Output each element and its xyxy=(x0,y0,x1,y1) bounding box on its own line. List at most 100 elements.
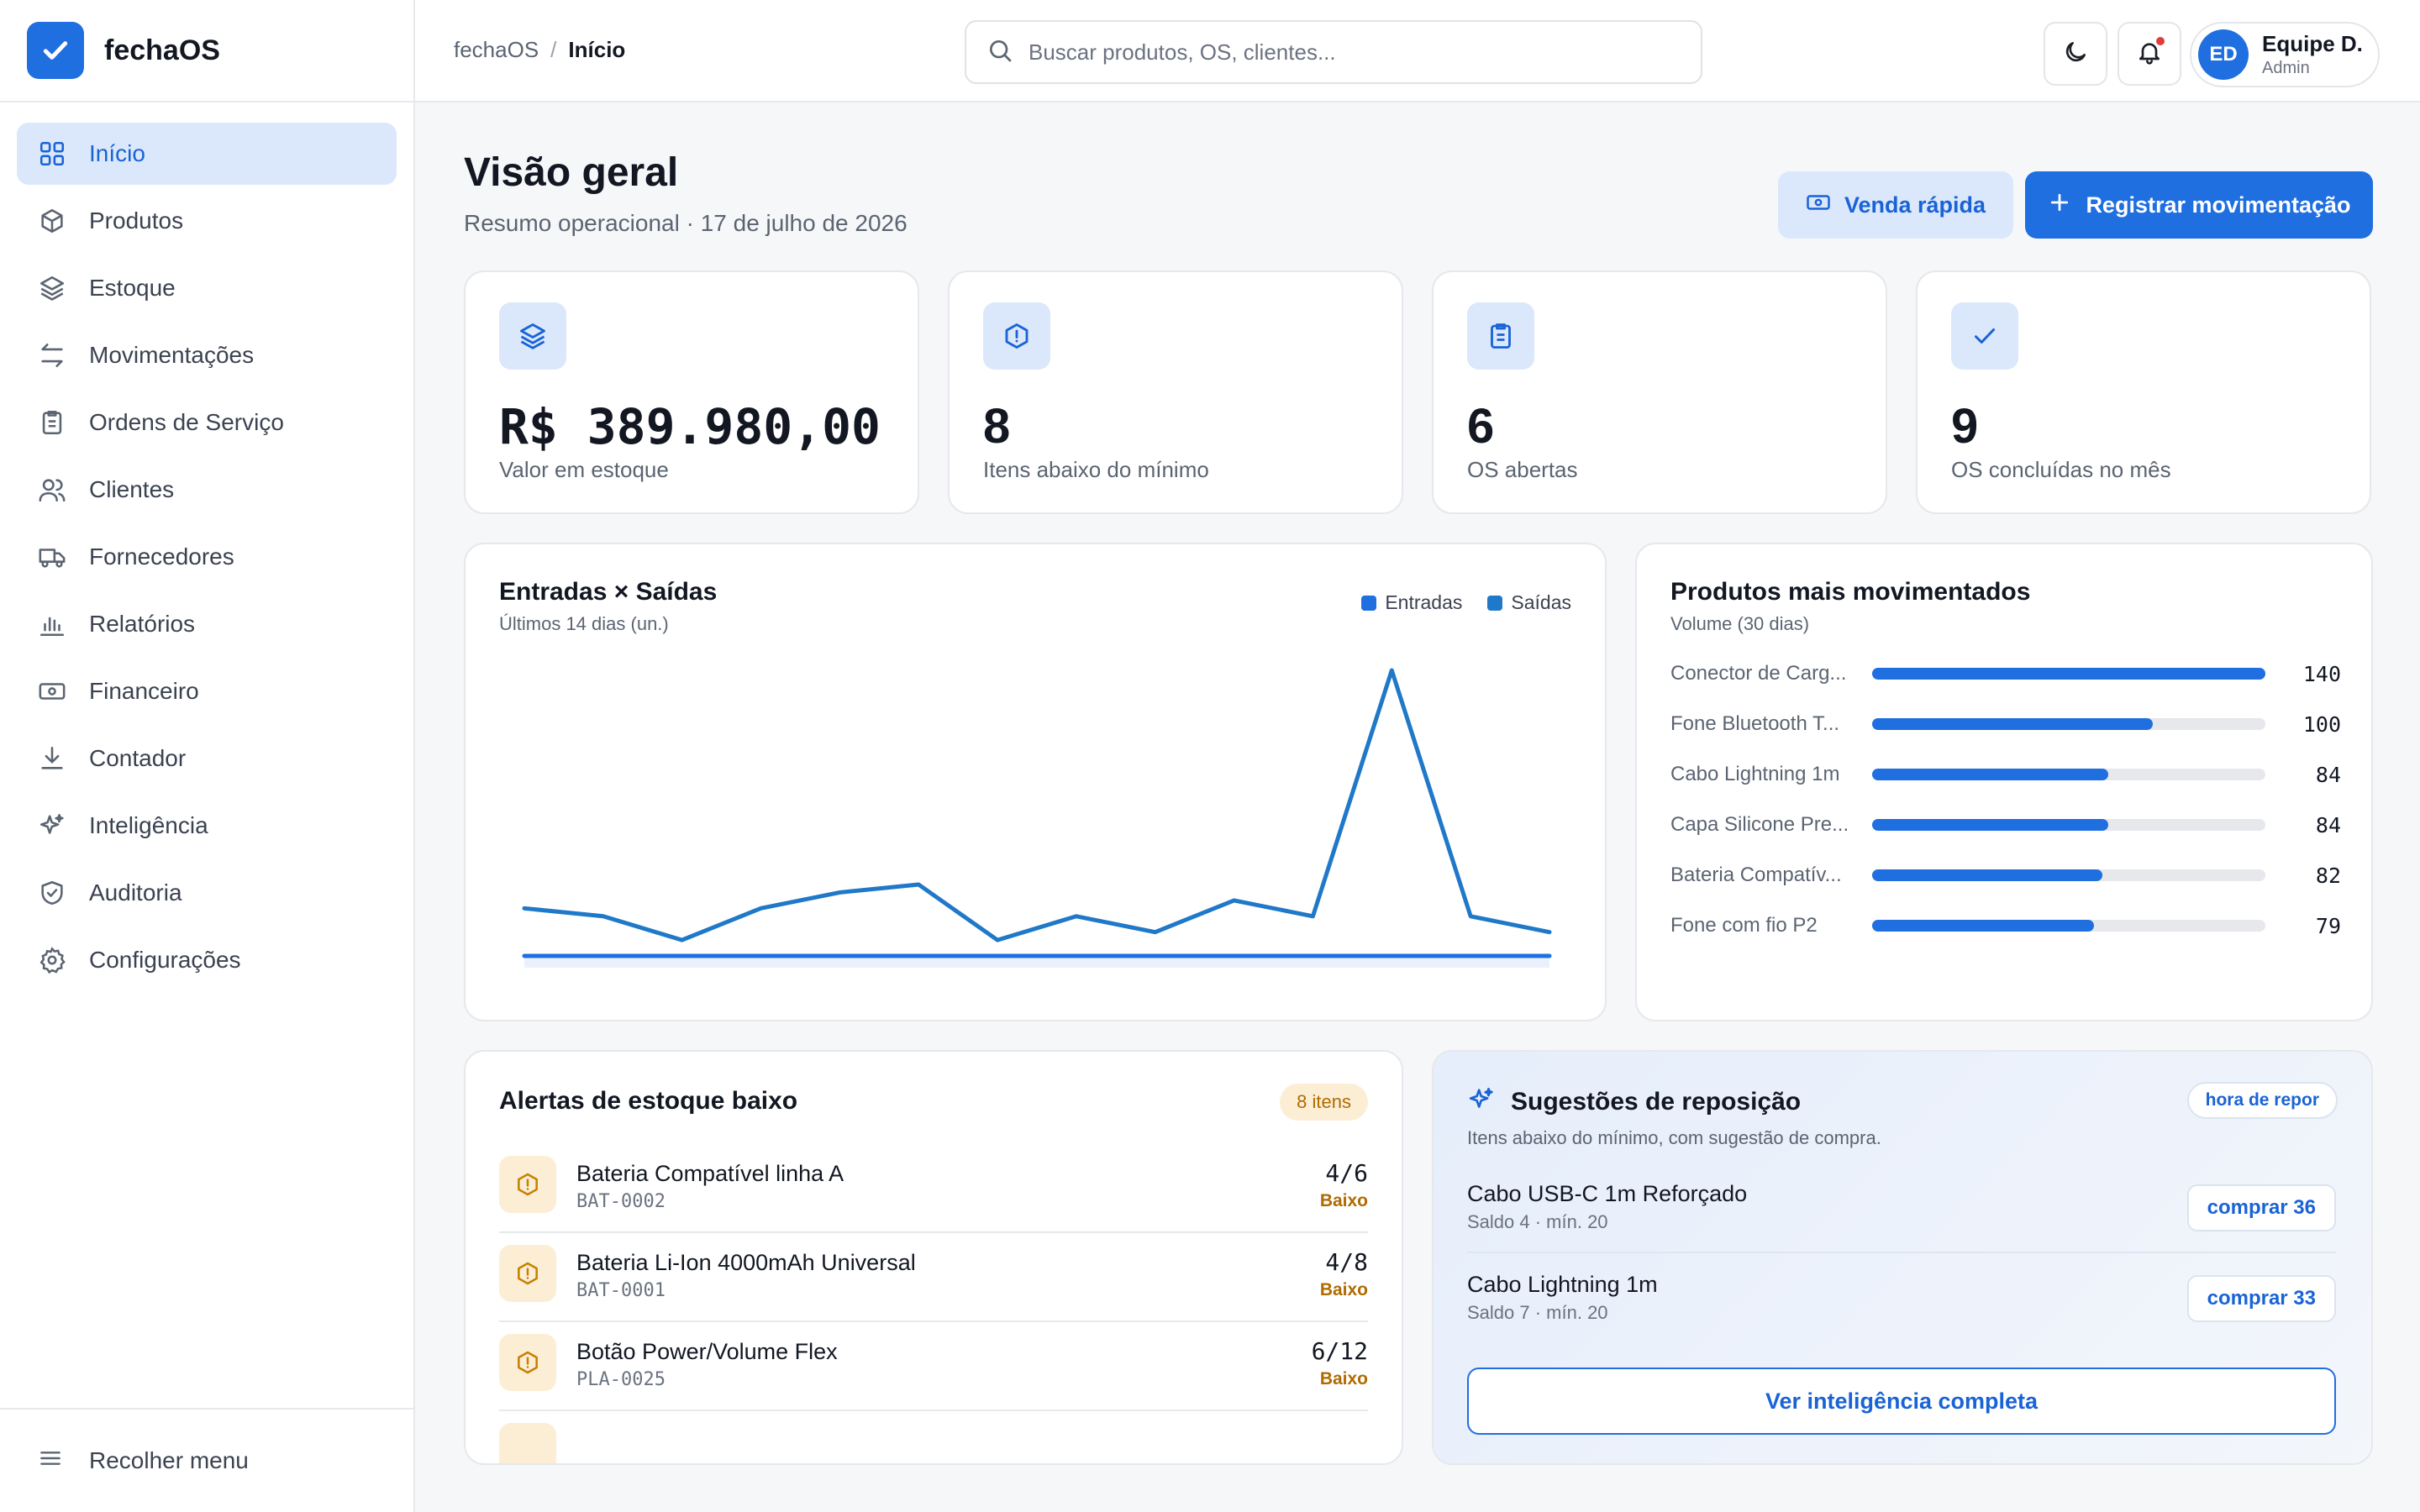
list-item[interactable]: Bateria Compatível linha A BAT-0002 4/6 … xyxy=(499,1144,1368,1233)
page-title: Visão geral xyxy=(464,150,679,195)
sidebar-item-label: Inteligência xyxy=(89,812,208,838)
sidebar-item-produtos[interactable]: Produtos xyxy=(17,190,397,252)
sidebar-item-label: Ordens de Serviço xyxy=(89,409,284,435)
legend-label: Entradas xyxy=(1385,591,1463,613)
sidebar-item-label: Movimentações xyxy=(89,342,255,368)
alert-item-qty: 4/8 xyxy=(1325,1248,1368,1276)
kpi-card-stock-value: R$ 389.980,00 Valor em estoque xyxy=(464,270,919,514)
bar-label: Fone Bluetooth T... xyxy=(1670,712,1840,735)
bar-track xyxy=(1872,668,2265,680)
view-intelligence-button[interactable]: Ver inteligência completa xyxy=(1467,1368,2336,1435)
sidebar-item-clientes[interactable]: Clientes xyxy=(17,459,397,521)
sidebar: fechaOS Início Produtos Estoque Moviment… xyxy=(0,0,415,1512)
sidebar-item-ordens-de-servico[interactable]: Ordens de Serviço xyxy=(17,391,397,454)
grid-icon xyxy=(37,139,67,169)
notifications-button[interactable] xyxy=(2118,22,2181,86)
plus-icon xyxy=(2047,190,2086,221)
sidebar-item-label: Financeiro xyxy=(89,678,199,704)
collapse-menu-label: Recolher menu xyxy=(89,1447,249,1473)
legend-swatch xyxy=(1361,595,1377,611)
bar-row: Conector de Carg... 140 xyxy=(1670,657,2341,690)
bar-track xyxy=(1872,920,2265,932)
bar-track xyxy=(1872,869,2265,881)
legend-label: Saídas xyxy=(1511,591,1571,613)
search-input[interactable] xyxy=(1028,39,1667,66)
box-icon xyxy=(37,206,67,236)
notification-dot xyxy=(2156,37,2165,45)
brand-name: fechaOS xyxy=(104,34,220,66)
register-movement-button[interactable]: Registrar movimentação xyxy=(2025,171,2373,239)
theme-toggle-button[interactable] xyxy=(2044,22,2107,86)
sidebar-item-label: Relatórios xyxy=(89,611,196,637)
clipboard-icon xyxy=(37,407,67,438)
user-name: Equipe D. xyxy=(2262,31,2363,56)
sidebar-item-financeiro[interactable]: Financeiro xyxy=(17,660,397,722)
buy-button[interactable]: comprar 33 xyxy=(2186,1275,2336,1322)
bar-label: Cabo Lightning 1m xyxy=(1670,763,1840,785)
sidebar-item-inicio[interactable]: Início xyxy=(17,123,397,185)
alert-item-status: Baixo xyxy=(1319,1369,1368,1389)
kpi-label: Valor em estoque xyxy=(499,457,669,482)
search-box[interactable] xyxy=(965,20,1702,84)
search-icon xyxy=(986,37,1013,68)
kpi-value: 8 xyxy=(983,399,1011,454)
sidebar-item-auditoria[interactable]: Auditoria xyxy=(17,862,397,924)
sidebar-item-configuracoes[interactable]: Configurações xyxy=(17,929,397,991)
list-item: Cabo Lightning 1m Saldo 7 · mín. 20 comp… xyxy=(1467,1255,2336,1344)
register-movement-label: Registrar movimentação xyxy=(2086,192,2351,218)
users-icon xyxy=(37,475,67,505)
low-stock-card: Alertas de estoque baixo 8 itens Bateria… xyxy=(464,1050,1403,1465)
brand[interactable]: fechaOS xyxy=(0,0,413,102)
sidebar-item-movimentacoes[interactable]: Movimentações xyxy=(17,324,397,386)
kpi-label: Itens abaixo do mínimo xyxy=(983,457,1209,482)
breadcrumb-root[interactable]: fechaOS xyxy=(454,37,539,62)
clipboard-icon xyxy=(1467,302,1534,370)
buy-button[interactable]: comprar 36 xyxy=(2186,1184,2336,1231)
alert-item-status: Baixo xyxy=(1319,1191,1368,1210)
bar-fill xyxy=(1872,668,2265,680)
quick-sale-button[interactable]: Venda rápida xyxy=(1778,171,2013,239)
top-products-title: Produtos mais movimentados xyxy=(1670,578,2031,606)
bar-row: Fone com fio P2 79 xyxy=(1670,909,2341,942)
list-item[interactable]: Bateria Li-Ion 4000mAh Universal BAT-000… xyxy=(499,1233,1368,1322)
suggestion-item-name: Cabo Lightning 1m xyxy=(1467,1272,1658,1297)
sidebar-item-estoque[interactable]: Estoque xyxy=(17,257,397,319)
kpi-value: R$ 389.980,00 xyxy=(499,398,881,455)
user-menu[interactable]: ED Equipe D. Admin xyxy=(2190,22,2380,87)
kpi-value: 9 xyxy=(1951,399,1979,454)
sidebar-item-contador[interactable]: Contador xyxy=(17,727,397,790)
layers-icon xyxy=(499,302,566,370)
bar-fill xyxy=(1872,869,2103,881)
kpi-card-completed-orders: 9 OS concluídas no mês xyxy=(1916,270,2371,514)
sidebar-item-label: Fornecedores xyxy=(89,543,234,570)
series-line-sadas xyxy=(522,668,1552,942)
bar-label: Fone com fio P2 xyxy=(1670,914,1818,937)
sidebar-nav: Início Produtos Estoque Movimentações Or… xyxy=(0,102,413,1016)
bar-label: Bateria Compatív... xyxy=(1670,864,1842,886)
bar-fill xyxy=(1872,769,2108,780)
list-item-partial[interactable] xyxy=(499,1411,1368,1463)
list-item[interactable]: Botão Power/Volume Flex PLA-0025 6/12 Ba… xyxy=(499,1322,1368,1411)
suggestions-title: Sugestões de reposição xyxy=(1511,1087,1802,1116)
quick-sale-label: Venda rápida xyxy=(1844,192,1986,218)
alert-item-status: Baixo xyxy=(1319,1280,1368,1299)
sidebar-item-relatorios[interactable]: Relatórios xyxy=(17,593,397,655)
sidebar-item-fornecedores[interactable]: Fornecedores xyxy=(17,526,397,588)
sidebar-item-inteligencia[interactable]: Inteligência xyxy=(17,795,397,857)
collapse-menu-button[interactable]: Recolher menu xyxy=(0,1408,413,1512)
flow-chart-title: Entradas × Saídas xyxy=(499,578,718,606)
legend-item-entradas: Entradas xyxy=(1361,591,1462,614)
menu-icon xyxy=(37,1445,67,1478)
suggestions-subtitle: Itens abaixo do mínimo, com sugestão de … xyxy=(1467,1127,1881,1148)
line-chart xyxy=(522,668,1552,968)
top-products-subtitle: Volume (30 dias) xyxy=(1670,613,1810,634)
sidebar-item-label: Contador xyxy=(89,745,187,771)
low-stock-title: Alertas de estoque baixo xyxy=(499,1087,798,1115)
alert-item-sku: BAT-0002 xyxy=(576,1191,666,1212)
shield-check-icon xyxy=(37,878,67,908)
flow-chart-subtitle: Últimos 14 dias (un.) xyxy=(499,613,669,634)
legend-item-saidas: Saídas xyxy=(1487,591,1571,614)
restock-pill: hora de repor xyxy=(2186,1082,2338,1119)
bar-label: Conector de Carg... xyxy=(1670,662,1847,685)
suggestion-item-meta: Saldo 7 · mín. 20 xyxy=(1467,1302,1608,1323)
